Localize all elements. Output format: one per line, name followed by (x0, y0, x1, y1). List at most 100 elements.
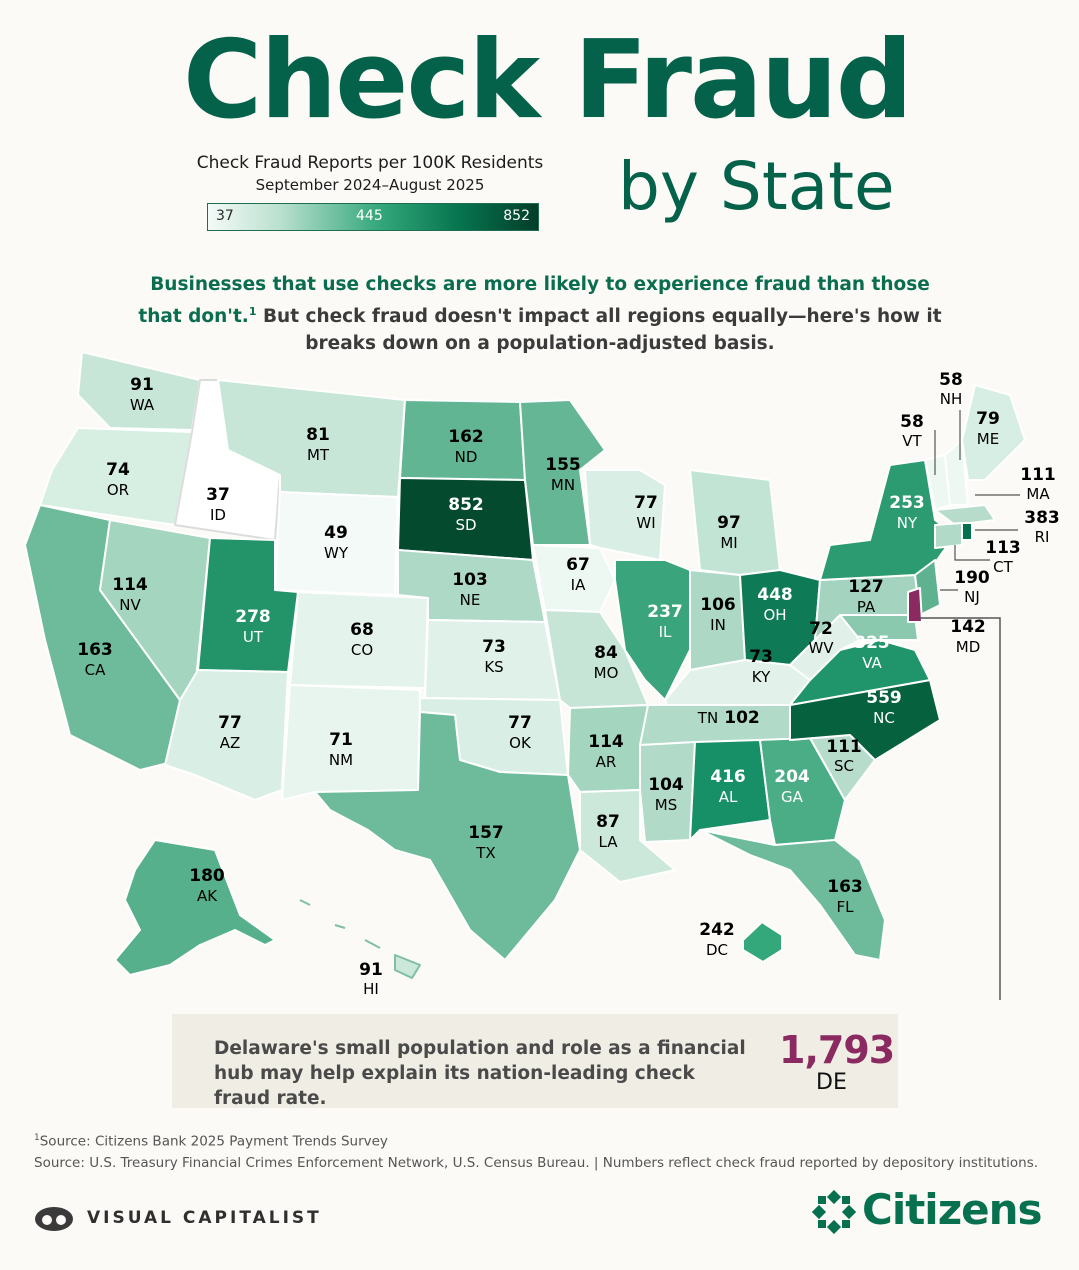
value-KS: 73 (482, 637, 506, 657)
value-AZ: 77 (218, 713, 242, 733)
page-subtitle: by State (618, 148, 895, 225)
value-NJ: 190 (954, 568, 990, 588)
value-CO: 68 (350, 620, 374, 640)
footnote: 1Source: Citizens Bank 2025 Payment Tren… (34, 1133, 388, 1150)
abbr-ID: ID (210, 506, 226, 524)
value-CT: 113 (985, 538, 1021, 558)
value-TN: 102 (724, 708, 760, 728)
abbr-WY: WY (324, 544, 349, 562)
abbr-LA: LA (599, 833, 619, 851)
abbr-VA: VA (862, 654, 882, 672)
abbr-MT: MT (307, 446, 330, 464)
abbr-WA: WA (130, 396, 155, 414)
state-RI (961, 522, 973, 541)
value-OK: 77 (508, 713, 532, 733)
abbr-CO: CO (351, 641, 373, 659)
visual-capitalist-logo-icon (35, 1207, 73, 1231)
value-IN: 106 (700, 595, 736, 615)
state-NH (944, 439, 969, 506)
legend-min: 37 (216, 208, 234, 224)
abbr-IA: IA (571, 576, 586, 594)
value-LA: 87 (596, 812, 620, 832)
value-ID: 37 (206, 485, 230, 505)
value-WI: 77 (634, 493, 658, 513)
intro-rest: But check fraud doesn't impact all regio… (256, 306, 942, 355)
value-IA: 67 (566, 555, 590, 575)
value-SC: 111 (826, 737, 862, 757)
value-MT: 81 (306, 425, 330, 445)
abbr-NJ: NJ (964, 588, 980, 606)
page-title: Check Fraud (183, 18, 913, 143)
legend-date-range: September 2024–August 2025 (255, 176, 485, 194)
value-UT: 278 (235, 607, 271, 627)
state-CT (934, 522, 963, 549)
abbr-MN: MN (551, 476, 575, 494)
value-NE: 103 (452, 570, 488, 590)
legend-max: 852 (503, 208, 530, 224)
state-TX (314, 711, 581, 961)
footnote-text: Source: Citizens Bank 2025 Payment Trend… (39, 1133, 388, 1150)
value-IL: 237 (647, 602, 683, 622)
value-DC: 242 (699, 920, 735, 940)
label-TN: TN 102 (697, 708, 760, 728)
value-TX: 157 (468, 823, 504, 843)
abbr-MS: MS (655, 796, 677, 814)
value-VA: 325 (854, 633, 890, 653)
value-NH: 58 (939, 370, 963, 390)
value-FL: 163 (827, 877, 863, 897)
abbr-VT: VT (902, 432, 922, 450)
abbr-TN: TN (697, 709, 718, 727)
value-MD: 142 (950, 617, 986, 637)
value-VT: 58 (900, 412, 924, 432)
abbr-AZ: AZ (220, 734, 241, 752)
abbr-NY: NY (897, 514, 918, 532)
footnote-mark: 1 (34, 1133, 40, 1143)
abbr-DC: DC (706, 941, 728, 959)
abbr-TX: TX (475, 844, 495, 862)
value-MN: 155 (545, 455, 581, 475)
brand-citizens: Citizens (862, 1185, 1043, 1234)
state-WA (77, 351, 201, 431)
delaware-callout-line (920, 617, 1001, 1000)
abbr-NV: NV (119, 596, 141, 614)
abbr-NC: NC (873, 709, 895, 727)
abbr-IN: IN (710, 616, 726, 634)
abbr-UT: UT (243, 628, 264, 646)
abbr-AR: AR (596, 753, 617, 771)
abbr-ME: ME (977, 430, 999, 448)
legend-mid: 445 (356, 208, 383, 224)
value-PA: 127 (848, 577, 884, 597)
value-OR: 74 (106, 460, 130, 480)
abbr-KS: KS (484, 658, 503, 676)
intro-text: Businesses that use checks are more like… (130, 271, 950, 357)
state-MS (639, 741, 696, 843)
value-ND: 162 (448, 427, 484, 447)
abbr-WV: WV (808, 639, 834, 657)
value-AK: 180 (189, 866, 225, 886)
value-SD: 852 (448, 495, 484, 515)
abbr-HI: HI (363, 980, 379, 998)
